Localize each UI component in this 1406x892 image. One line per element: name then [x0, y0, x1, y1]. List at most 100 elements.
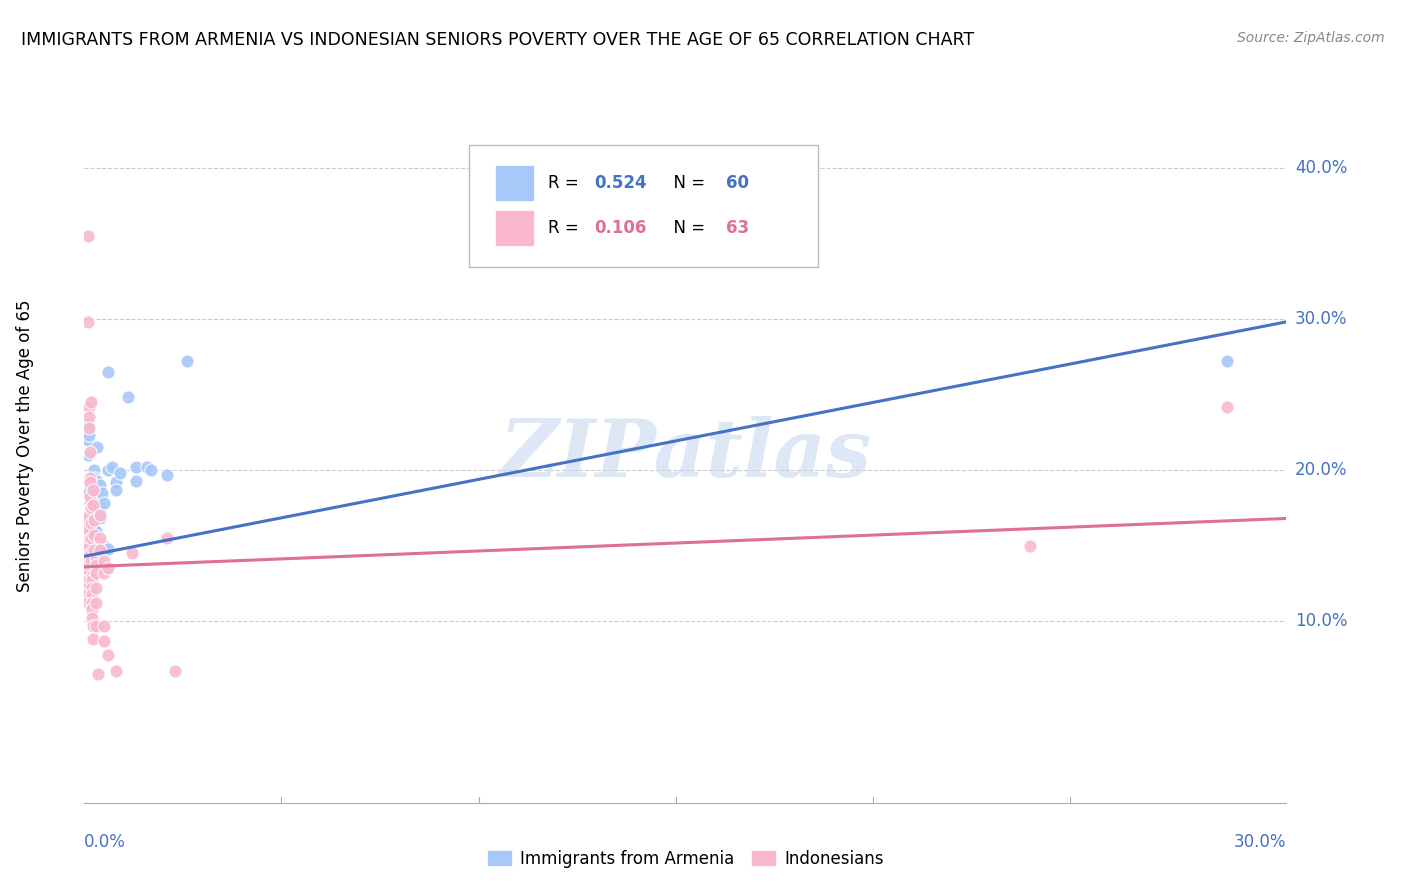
Point — [82, 498, 104, 512]
Point — [84, 511, 107, 525]
Text: N =: N = — [662, 174, 710, 192]
Point — [104, 483, 127, 497]
Point — [79, 420, 101, 434]
Point — [84, 558, 107, 573]
Point — [80, 395, 103, 409]
Point — [79, 496, 101, 510]
Point — [84, 619, 107, 633]
Point — [82, 549, 104, 564]
Point — [77, 485, 100, 500]
Point — [79, 500, 101, 515]
Point — [82, 632, 104, 647]
Point — [1216, 354, 1239, 368]
Text: 10.0%: 10.0% — [1295, 612, 1347, 631]
Point — [82, 587, 104, 601]
Point — [163, 664, 186, 678]
Point — [83, 481, 105, 495]
Point — [101, 460, 124, 475]
Point — [86, 474, 108, 488]
Text: R =: R = — [548, 219, 585, 237]
Point — [77, 428, 100, 442]
Point — [97, 648, 120, 662]
Point — [75, 549, 97, 564]
Point — [75, 541, 97, 556]
Point — [82, 483, 104, 497]
FancyBboxPatch shape — [495, 210, 534, 246]
Point — [82, 602, 104, 616]
Text: 30.0%: 30.0% — [1234, 833, 1286, 851]
Point — [82, 619, 104, 633]
Point — [93, 634, 115, 648]
Point — [83, 463, 105, 477]
Text: 0.0%: 0.0% — [84, 833, 127, 851]
Point — [89, 478, 111, 492]
Point — [89, 508, 111, 523]
Point — [108, 466, 131, 480]
Point — [75, 524, 97, 538]
Point — [79, 470, 101, 484]
Text: R =: R = — [548, 174, 585, 192]
Point — [82, 511, 104, 525]
Point — [82, 531, 104, 545]
Point — [84, 581, 107, 595]
Point — [136, 460, 159, 475]
Point — [104, 475, 127, 490]
Point — [84, 534, 107, 549]
Point — [91, 485, 114, 500]
Point — [87, 483, 110, 497]
Text: 63: 63 — [727, 219, 749, 237]
Point — [77, 478, 100, 492]
Point — [77, 587, 100, 601]
Point — [117, 391, 139, 405]
Point — [93, 554, 115, 568]
Legend: Immigrants from Armenia, Indonesians: Immigrants from Armenia, Indonesians — [481, 843, 890, 874]
Point — [97, 541, 120, 556]
Point — [82, 596, 104, 610]
Point — [77, 596, 100, 610]
Point — [82, 557, 104, 571]
Text: 0.524: 0.524 — [595, 174, 647, 192]
Text: N =: N = — [662, 219, 710, 237]
Point — [80, 524, 103, 538]
Point — [156, 531, 179, 545]
Point — [76, 574, 98, 588]
Point — [80, 546, 103, 560]
Point — [80, 574, 103, 588]
Point — [84, 500, 107, 515]
Point — [82, 541, 104, 556]
Point — [124, 474, 146, 488]
Point — [76, 569, 98, 583]
Text: 60: 60 — [727, 174, 749, 192]
Point — [97, 365, 120, 379]
Point — [79, 508, 101, 523]
Point — [141, 463, 163, 477]
Text: Seniors Poverty Over the Age of 65: Seniors Poverty Over the Age of 65 — [17, 300, 34, 592]
Point — [121, 546, 143, 560]
Point — [79, 445, 101, 459]
Point — [97, 463, 120, 477]
Point — [83, 524, 105, 538]
Point — [82, 611, 104, 625]
Point — [89, 531, 111, 545]
Point — [82, 520, 104, 534]
Point — [89, 490, 111, 504]
Point — [83, 543, 105, 558]
Point — [84, 524, 107, 538]
Point — [84, 550, 107, 565]
Point — [87, 496, 110, 510]
Point — [80, 541, 103, 556]
Point — [76, 581, 98, 595]
Point — [80, 526, 103, 541]
Point — [93, 566, 115, 580]
Point — [93, 539, 115, 553]
Point — [82, 470, 104, 484]
FancyBboxPatch shape — [470, 145, 818, 267]
Point — [77, 448, 100, 462]
Point — [84, 566, 107, 580]
Text: IMMIGRANTS FROM ARMENIA VS INDONESIAN SENIORS POVERTY OVER THE AGE OF 65 CORRELA: IMMIGRANTS FROM ARMENIA VS INDONESIAN SE… — [21, 31, 974, 49]
Text: ZIPatlas: ZIPatlas — [499, 417, 872, 493]
Point — [156, 467, 179, 482]
Point — [77, 315, 100, 329]
Point — [75, 511, 97, 525]
Point — [84, 596, 107, 610]
